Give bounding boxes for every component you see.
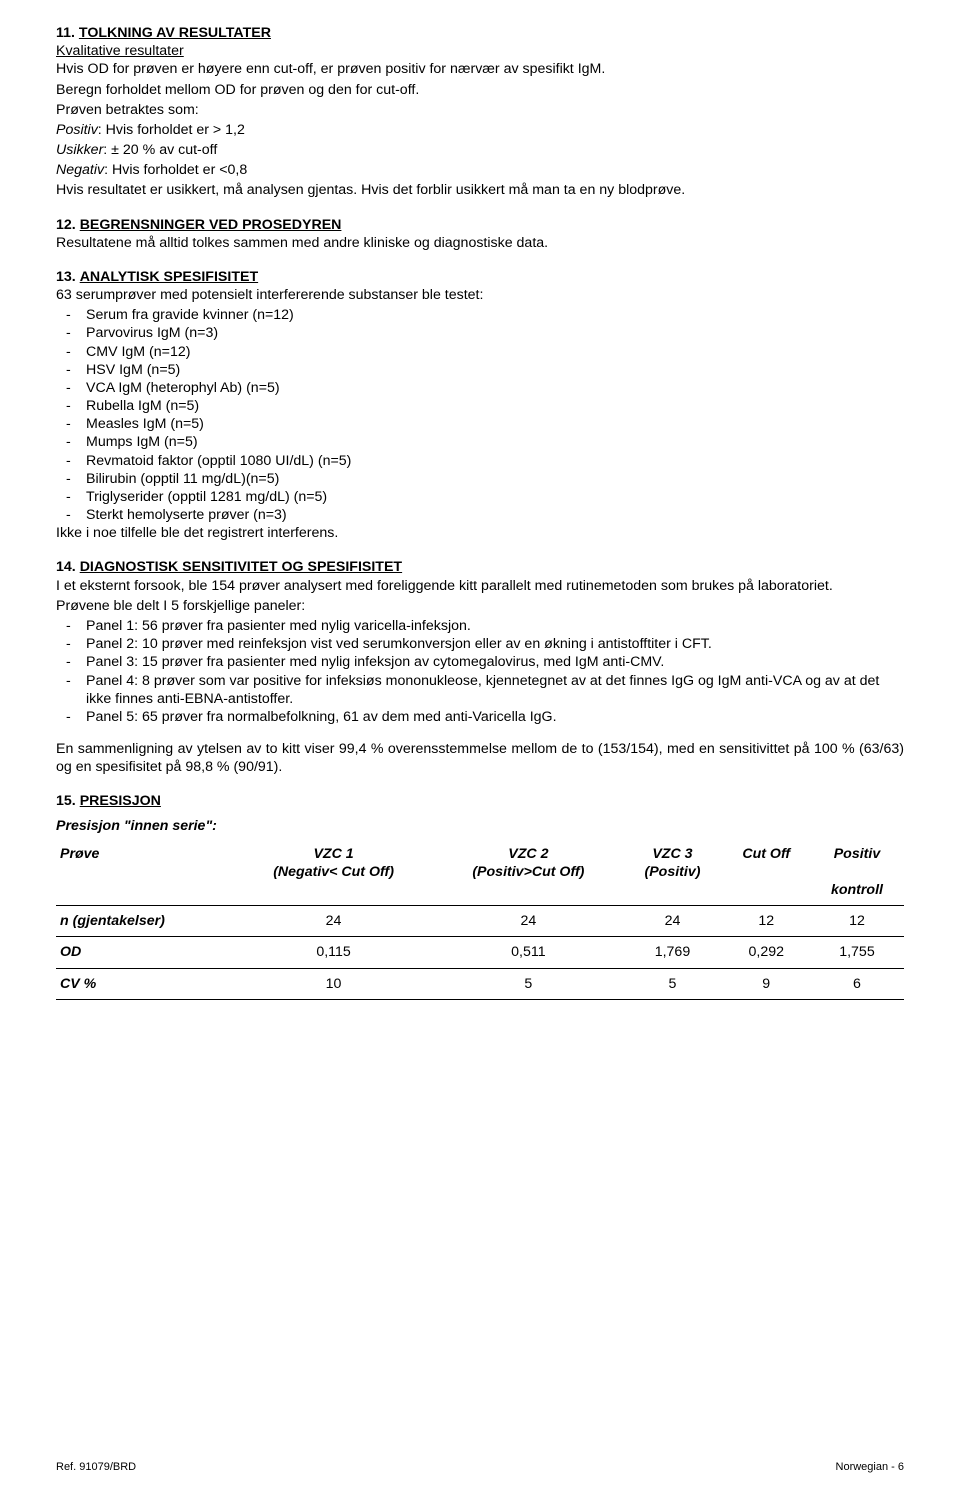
table-cell: 12 — [723, 906, 810, 937]
table-cell: 5 — [622, 968, 722, 999]
list-item: Panel 4: 8 prøver som var positive for i… — [86, 672, 904, 708]
section-14-p2: Prøvene ble delt I 5 forskjellige panele… — [56, 597, 904, 615]
section-14-p1: I et eksternt forsook, ble 154 prøver an… — [56, 577, 904, 595]
list-item: Revmatoid faktor (opptil 1080 UI/dL) (n=… — [86, 452, 904, 470]
col-sample: Prøve — [56, 839, 233, 906]
section-14: 14. DIAGNOSTISK SENSITIVITET OG SPESIFIS… — [56, 558, 904, 776]
footer-right: Norwegian - 6 — [836, 1460, 904, 1474]
table-cell: 24 — [622, 906, 722, 937]
table-cell: 1,755 — [810, 937, 904, 968]
section-11-title: TOLKNING AV RESULTATER — [79, 25, 271, 41]
table-cell: 1,769 — [622, 937, 722, 968]
section-11-heading: 11. TOLKNING AV RESULTATER — [56, 24, 904, 42]
list-item: Measles IgM (n=5) — [86, 415, 904, 433]
table-cell: 0,511 — [434, 937, 622, 968]
list-item: Sterkt hemolyserte prøver (n=3) — [86, 506, 904, 524]
list-item: Serum fra gravide kvinner (n=12) — [86, 306, 904, 324]
table-row: n (gjentakelser)2424241212 — [56, 906, 904, 937]
section-11: 11. TOLKNING AV RESULTATER Kvalitative r… — [56, 24, 904, 200]
section-13-heading: 13. ANALYTISK SPESIFISITET — [56, 268, 904, 286]
section-11-p2: Beregn forholdet mellom OD for prøven og… — [56, 81, 904, 99]
section-12-number: 12. — [56, 217, 76, 233]
table-row: OD0,1150,5111,7690,2921,755 — [56, 937, 904, 968]
section-14-result: En sammenligning av ytelsen av to kitt v… — [56, 740, 904, 776]
section-11-p3: Prøven betraktes som: — [56, 101, 904, 119]
precision-series-label: Presisjon "innen serie": — [56, 817, 904, 835]
table-cell: 0,115 — [233, 937, 435, 968]
list-item: Bilirubin (opptil 11 mg/dL)(n=5) — [86, 470, 904, 488]
table-cell: 6 — [810, 968, 904, 999]
table-cell: 12 — [810, 906, 904, 937]
section-11-p1: Hvis OD for prøven er høyere enn cut-off… — [56, 60, 904, 78]
section-13-list: Serum fra gravide kvinner (n=12)Parvovir… — [56, 306, 904, 524]
list-item: Panel 5: 65 prøver fra normalbefolkning,… — [86, 708, 904, 726]
negative-label: Negativ — [56, 162, 104, 178]
section-14-heading: 14. DIAGNOSTISK SENSITIVITET OG SPESIFIS… — [56, 558, 904, 576]
list-item: Rubella IgM (n=5) — [86, 397, 904, 415]
col-cutoff: Cut Off — [723, 839, 810, 906]
section-11-usikker: Usikker: ± 20 % av cut-off — [56, 141, 904, 159]
list-item: Panel 2: 10 prøver med reinfeksjon vist … — [86, 635, 904, 653]
section-11-subtitle: Kvalitative resultater — [56, 42, 904, 60]
section-13-title: ANALYTISK SPESIFISITET — [80, 269, 258, 285]
precision-table: Prøve VZC 1 (Negativ< Cut Off) VZC 2 (Po… — [56, 839, 904, 1000]
table-cell: 24 — [434, 906, 622, 937]
table-cell: 24 — [233, 906, 435, 937]
section-12: 12. BEGRENSNINGER VED PROSEDYREN Resulta… — [56, 216, 904, 252]
table-cell: 0,292 — [723, 937, 810, 968]
section-13-intro: 63 serumprøver med potensielt interferer… — [56, 286, 904, 304]
section-11-negative: Negativ: Hvis forholdet er <0,8 — [56, 161, 904, 179]
table-cell: 9 — [723, 968, 810, 999]
col-vzc2: VZC 2 (Positiv>Cut Off) — [434, 839, 622, 906]
col-vzc3: VZC 3 (Positiv) — [622, 839, 722, 906]
row-label: CV % — [56, 968, 233, 999]
row-label: n (gjentakelser) — [56, 906, 233, 937]
section-12-p: Resultatene må alltid tolkes sammen med … — [56, 234, 904, 252]
list-item: Parvovirus IgM (n=3) — [86, 324, 904, 342]
section-13: 13. ANALYTISK SPESIFISITET 63 serumprøve… — [56, 268, 904, 543]
list-item: Panel 3: 15 prøver fra pasienter med nyl… — [86, 653, 904, 671]
col-vzc1: VZC 1 (Negativ< Cut Off) — [233, 839, 435, 906]
list-item: HSV IgM (n=5) — [86, 361, 904, 379]
section-15: 15. PRESISJON Presisjon "innen serie": P… — [56, 792, 904, 999]
section-14-number: 14. — [56, 559, 76, 575]
list-item: VCA IgM (heterophyl Ab) (n=5) — [86, 379, 904, 397]
section-12-heading: 12. BEGRENSNINGER VED PROSEDYREN — [56, 216, 904, 234]
section-11-positive: Positiv: Hvis forholdet er > 1,2 — [56, 121, 904, 139]
section-13-outro: Ikke i noe tilfelle ble det registrert i… — [56, 524, 904, 542]
list-item: Mumps IgM (n=5) — [86, 433, 904, 451]
list-item: Triglyserider (opptil 1281 mg/dL) (n=5) — [86, 488, 904, 506]
table-header-row: Prøve VZC 1 (Negativ< Cut Off) VZC 2 (Po… — [56, 839, 904, 906]
page-footer: Ref. 91079/BRD Norwegian - 6 — [56, 1460, 904, 1474]
section-12-title: BEGRENSNINGER VED PROSEDYREN — [80, 217, 342, 233]
table-cell: 5 — [434, 968, 622, 999]
section-11-p4: Hvis resultatet er usikkert, må analysen… — [56, 181, 904, 199]
table-cell: 10 — [233, 968, 435, 999]
table-row: CV %105596 — [56, 968, 904, 999]
negative-text: : Hvis forholdet er <0,8 — [104, 162, 247, 178]
section-14-panel-list: Panel 1: 56 prøver fra pasienter med nyl… — [56, 617, 904, 726]
footer-left: Ref. 91079/BRD — [56, 1460, 136, 1474]
section-15-heading: 15. PRESISJON — [56, 792, 904, 810]
positive-label: Positiv — [56, 122, 98, 138]
precision-table-body: n (gjentakelser)2424241212OD0,1150,5111,… — [56, 906, 904, 1000]
row-label: OD — [56, 937, 233, 968]
usikker-label: Usikker — [56, 142, 103, 158]
section-11-number: 11. — [56, 25, 75, 41]
section-14-title: DIAGNOSTISK SENSITIVITET OG SPESIFISITET — [80, 559, 402, 575]
col-poskontroll: Positiv kontroll — [810, 839, 904, 906]
section-15-title: PRESISJON — [80, 793, 161, 809]
usikker-text: : ± 20 % av cut-off — [103, 142, 217, 158]
positive-text: : Hvis forholdet er > 1,2 — [98, 122, 245, 138]
section-15-number: 15. — [56, 793, 76, 809]
section-13-number: 13. — [56, 269, 76, 285]
document-page: 11. TOLKNING AV RESULTATER Kvalitative r… — [0, 0, 960, 1492]
list-item: CMV IgM (n=12) — [86, 343, 904, 361]
list-item: Panel 1: 56 prøver fra pasienter med nyl… — [86, 617, 904, 635]
